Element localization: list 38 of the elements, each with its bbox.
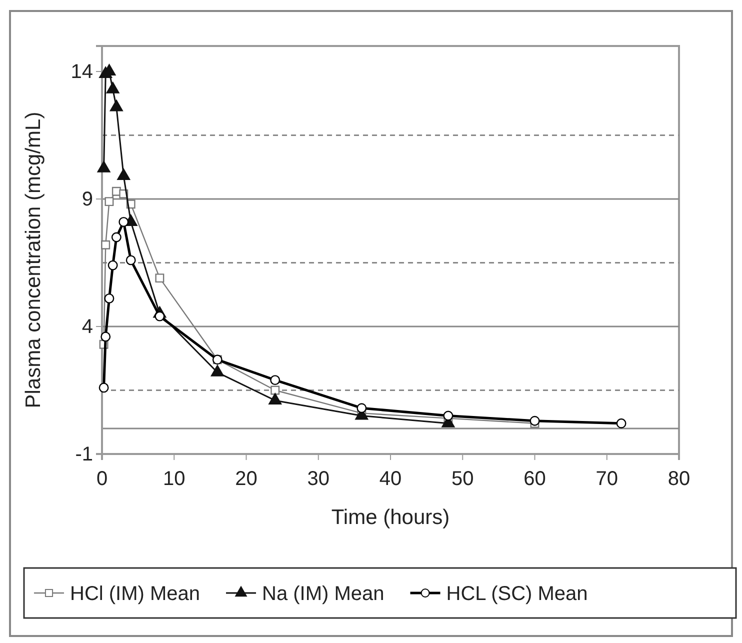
point [101,240,110,250]
y-tick-label: 14 [70,60,93,83]
point [126,255,136,266]
point [530,416,540,426]
x-tick-label: 70 [596,468,618,490]
x-tick-label: 60 [524,468,546,490]
point [104,293,114,304]
point [117,168,130,180]
point [270,375,280,386]
point [108,260,118,270]
x-tick-label: 30 [307,468,330,490]
point [155,274,164,283]
point [100,332,111,342]
x-tick-label: 50 [452,468,474,490]
point [616,418,626,428]
point [98,382,109,393]
x-tick-label: 40 [379,468,402,490]
legend-label: HCl (IM) Mean [70,583,200,605]
x-tick-label: 0 [96,468,108,490]
point [97,161,110,172]
y-tick-label: 9 [82,188,93,210]
point [270,386,280,395]
point [110,100,123,112]
x-tick-label: 80 [668,468,690,490]
x-tick-label: 10 [163,468,186,490]
point [106,82,120,94]
point [443,410,454,421]
point [111,232,122,242]
legend-label: HCL (SC) Mean [446,583,588,605]
x-axis-title: Time (hours) [331,506,450,529]
point [356,403,367,414]
y-tick-label: 4 [82,316,93,338]
y-tick-label: -1 [75,443,93,466]
point [104,197,114,206]
y-axis-title: Plasma concentration (mcg/mL) [22,112,45,408]
point [118,216,129,227]
x-tick-label: 20 [235,468,258,490]
legend-label: Na (IM) Mean [262,583,384,605]
